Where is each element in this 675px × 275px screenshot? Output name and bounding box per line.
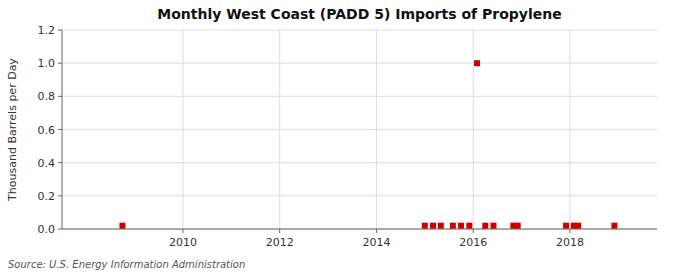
tick-label: 0.0 bbox=[38, 223, 56, 236]
tick-label: 0.8 bbox=[38, 90, 56, 103]
point bbox=[575, 223, 581, 229]
grid-line bbox=[473, 30, 474, 229]
grid-line bbox=[62, 30, 657, 31]
grid-line bbox=[569, 30, 570, 229]
point bbox=[458, 223, 464, 229]
plot-area bbox=[62, 30, 657, 229]
tick-mark bbox=[58, 96, 62, 97]
point bbox=[490, 223, 496, 229]
tick-mark bbox=[58, 229, 62, 230]
y-axis-label: Thousand Barrels per Day bbox=[6, 58, 19, 202]
tick-mark bbox=[182, 229, 183, 233]
tick-label: 1.0 bbox=[38, 57, 56, 70]
tick-label: 2018 bbox=[556, 236, 584, 249]
title: Monthly West Coast (PADD 5) Imports of P… bbox=[157, 6, 561, 22]
y-axis-line bbox=[62, 30, 63, 229]
tick-mark bbox=[569, 229, 570, 233]
tick-label: 1.2 bbox=[38, 24, 56, 37]
tick-mark bbox=[58, 129, 62, 130]
tick-mark bbox=[58, 63, 62, 64]
points bbox=[119, 60, 617, 229]
grid-line bbox=[62, 195, 657, 196]
tick-mark bbox=[473, 229, 474, 233]
source-note: Source: U.S. Energy Information Administ… bbox=[8, 259, 245, 270]
grid bbox=[62, 30, 657, 229]
grid-line bbox=[376, 30, 377, 229]
tick-mark bbox=[58, 195, 62, 196]
point bbox=[422, 223, 428, 229]
point bbox=[438, 223, 444, 229]
point bbox=[466, 223, 472, 229]
point bbox=[450, 223, 456, 229]
point bbox=[482, 223, 488, 229]
tick-label: 2014 bbox=[362, 236, 390, 249]
grid-line bbox=[279, 30, 280, 229]
grid-line bbox=[62, 63, 657, 64]
point bbox=[430, 223, 436, 229]
chart: 0.0 0.2 0.4 0.6 0.8 1.0 1.2 2010 2012 2014 2016 201… bbox=[0, 0, 675, 275]
tick-mark bbox=[58, 162, 62, 163]
tick-mark bbox=[58, 30, 62, 31]
tick-label: 0.2 bbox=[38, 190, 56, 203]
grid-line bbox=[182, 30, 183, 229]
point bbox=[474, 60, 480, 66]
point bbox=[563, 223, 569, 229]
point bbox=[119, 223, 125, 229]
grid-line bbox=[62, 129, 657, 130]
grid-line bbox=[62, 96, 657, 97]
point bbox=[611, 223, 617, 229]
tick-label: 0.6 bbox=[38, 124, 56, 137]
point bbox=[515, 223, 521, 229]
grid-line bbox=[62, 162, 657, 163]
tick-mark bbox=[279, 229, 280, 233]
axes: 0.0 0.2 0.4 0.6 0.8 1.0 1.2 2010 2012 2014 2016 201… bbox=[38, 24, 658, 249]
tick-label: 0.4 bbox=[38, 157, 56, 170]
tick-mark bbox=[376, 229, 377, 233]
tick-label: 2012 bbox=[266, 236, 294, 249]
tick-label: 2010 bbox=[169, 236, 197, 249]
tick-label: 2016 bbox=[459, 236, 487, 249]
